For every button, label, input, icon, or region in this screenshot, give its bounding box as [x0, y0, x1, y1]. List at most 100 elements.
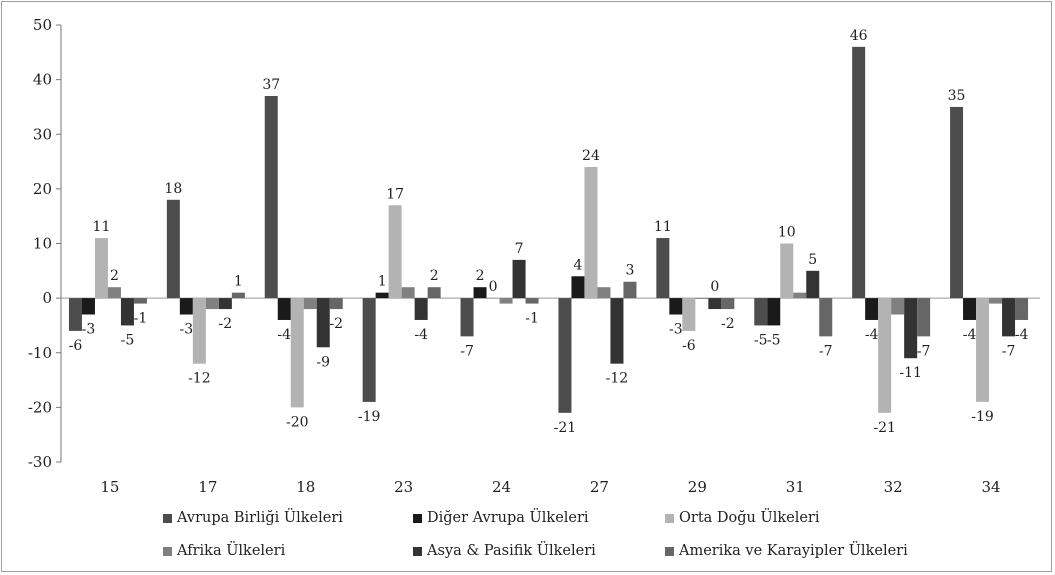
bar	[963, 298, 977, 320]
bars	[68, 46, 1029, 413]
bar	[414, 298, 428, 320]
data-label: -1	[525, 311, 539, 327]
bar	[865, 298, 879, 320]
data-label: 3	[625, 263, 634, 279]
bar	[512, 259, 526, 299]
data-label: -7	[1002, 343, 1016, 359]
bar	[499, 298, 513, 304]
x-tick-label: 17	[198, 478, 217, 496]
bar	[316, 298, 330, 348]
x-tick-label: 15	[100, 478, 119, 496]
bar	[133, 298, 147, 304]
bar	[264, 96, 278, 299]
bar	[950, 106, 964, 299]
y-tick-label: 50	[33, 16, 52, 34]
data-label: -4	[963, 327, 977, 343]
data-label: -20	[286, 414, 309, 430]
data-label: -21	[873, 420, 896, 436]
x-tick-label: 29	[688, 478, 707, 496]
bar	[388, 205, 402, 299]
bar	[721, 298, 735, 310]
x-tick-label: 23	[394, 478, 413, 496]
bar	[375, 292, 389, 299]
data-label: 37	[262, 77, 280, 93]
data-label: -4	[865, 327, 879, 343]
bar	[623, 281, 637, 299]
x-tick-label: 24	[492, 478, 511, 496]
data-label: 46	[850, 28, 868, 44]
data-label: 10	[778, 225, 796, 241]
data-label: -7	[460, 343, 474, 359]
bar	[166, 199, 180, 299]
bar	[891, 298, 905, 315]
data-label: -4	[1015, 327, 1029, 343]
bar	[231, 292, 245, 299]
bar	[558, 298, 572, 413]
bar	[1015, 298, 1029, 320]
bar	[754, 298, 768, 326]
data-label: -21	[554, 420, 577, 436]
bar	[218, 298, 232, 310]
y-tick-label: 20	[33, 180, 52, 198]
data-label: -6	[69, 338, 83, 354]
bar	[976, 298, 990, 402]
data-label: -6	[682, 338, 696, 354]
data-label: 1	[234, 274, 243, 290]
data-label: 0	[710, 279, 719, 295]
data-label: -12	[188, 371, 211, 387]
legend-swatch	[413, 546, 422, 556]
bar	[819, 298, 833, 337]
bar	[107, 287, 121, 299]
data-label: -7	[917, 343, 931, 359]
bar	[917, 298, 931, 337]
data-label: 1	[378, 274, 387, 290]
bar	[852, 46, 866, 299]
bar	[989, 298, 1003, 304]
x-tick-label: 27	[590, 478, 609, 496]
legend: Avrupa Birliği Ülkeleri Diğer Avrupa Ülke…	[0, 508, 1055, 568]
bar	[669, 298, 683, 315]
bar	[708, 298, 722, 310]
bar	[205, 298, 219, 310]
bar	[1002, 298, 1016, 337]
data-label: -4	[414, 327, 428, 343]
legend-item: Afrika Ülkeleri	[163, 543, 285, 559]
data-label: -2	[721, 316, 735, 332]
data-label: -5	[121, 332, 135, 348]
data-label: 2	[110, 268, 119, 284]
data-label: -9	[316, 354, 330, 370]
bar	[904, 298, 918, 359]
legend-swatch	[413, 513, 422, 523]
bar	[362, 298, 376, 402]
legend-item: Diğer Avrupa Ülkeleri	[413, 510, 589, 526]
data-label: -2	[329, 316, 343, 332]
data-label: -2	[219, 316, 233, 332]
bar	[767, 298, 781, 326]
data-label: 17	[386, 186, 404, 202]
bar	[290, 298, 304, 408]
bar	[303, 298, 317, 310]
bar	[695, 298, 709, 299]
legend-label: Afrika Ülkeleri	[177, 543, 286, 559]
bar	[793, 292, 807, 299]
data-label: 2	[430, 268, 439, 284]
bar	[656, 238, 670, 299]
bar	[584, 167, 598, 299]
bar	[610, 298, 624, 364]
data-label: 11	[93, 219, 111, 235]
bar	[780, 243, 794, 299]
data-label: 4	[573, 257, 582, 273]
x-tick-label: 18	[296, 478, 315, 496]
legend-label: Orta Doğu Ülkeleri	[679, 510, 820, 526]
y-tick-label: 0	[42, 289, 52, 307]
bar	[120, 298, 134, 326]
x-tick-label: 31	[786, 478, 805, 496]
legend-swatch	[665, 546, 674, 556]
y-tick-label: -30	[28, 453, 52, 471]
x-tick-label: 34	[982, 478, 1001, 496]
bar	[179, 298, 193, 315]
bar	[682, 298, 696, 331]
y-tick-label: 30	[33, 125, 52, 143]
legend-swatch	[665, 513, 674, 523]
